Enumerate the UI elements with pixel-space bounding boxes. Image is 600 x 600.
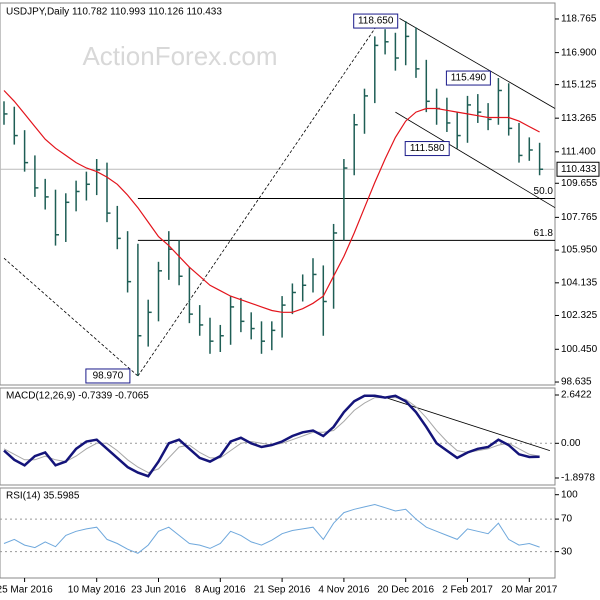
x-tick-label: 10 May 2016 xyxy=(68,585,126,596)
y-tick-label: 115.125 xyxy=(561,79,597,90)
rsi-title: RSI(14) 35.5985 xyxy=(6,491,80,502)
watermark: ActionForex.com xyxy=(82,41,277,71)
x-tick-label: 25 Mar 2016 xyxy=(0,585,53,596)
x-tick-label: 4 Nov 2016 xyxy=(318,585,370,596)
annotation-label: 111.580 xyxy=(410,143,445,154)
indicator-line xyxy=(3,394,540,478)
macd-panel xyxy=(0,387,556,486)
y-tick-label: 107.765 xyxy=(561,212,598,223)
y-tick-label: 102.325 xyxy=(561,310,598,321)
annotation-box xyxy=(353,13,399,29)
y-tick-label: 100 xyxy=(561,489,578,500)
macd-title: MACD(12,26,9) -0.7339 -0.7065 xyxy=(6,391,149,402)
x-tick-label: 21 Sep 2016 xyxy=(254,585,311,596)
trend-line xyxy=(379,395,551,452)
y-tick-label: 30 xyxy=(561,546,573,557)
indicator-line xyxy=(3,503,540,554)
fib-label: 50.0 xyxy=(534,186,554,197)
annotation-box xyxy=(85,368,131,384)
y-tick-label: 2.6422 xyxy=(561,390,592,401)
trend-line xyxy=(3,257,139,377)
price-panel xyxy=(0,2,556,386)
moving-average xyxy=(3,90,540,313)
y-tick-label: -1.8978 xyxy=(561,473,595,484)
indicator-line xyxy=(3,397,540,474)
annotation-box xyxy=(404,141,450,157)
x-tick-label: 2 Feb 2017 xyxy=(442,585,493,596)
y-tick-label: 113.265 xyxy=(561,113,597,124)
y-tick-label: 98.635 xyxy=(561,377,592,388)
y-tick-label: 105.950 xyxy=(561,245,598,256)
rsi-panel xyxy=(0,487,556,579)
last-price-box xyxy=(556,161,600,177)
y-tick-label: 104.135 xyxy=(561,277,598,288)
x-tick-label: 23 Jun 2016 xyxy=(131,585,186,596)
annotation-label: 98.970 xyxy=(93,371,124,382)
x-tick-label: 8 Aug 2016 xyxy=(195,585,246,596)
y-tick-label: 0.00 xyxy=(561,438,581,449)
annotation-label: 115.490 xyxy=(451,73,487,84)
y-tick-label: 70 xyxy=(561,514,573,525)
annotation-label: 118.650 xyxy=(358,16,394,27)
y-tick-label: 109.655 xyxy=(561,178,598,189)
price-title: USDJPY,Daily 110.782 110.993 110.126 110… xyxy=(6,7,222,18)
x-tick-label: 20 Dec 2016 xyxy=(377,585,434,596)
y-tick-label: 116.900 xyxy=(561,47,597,58)
y-tick-label: 111.400 xyxy=(561,146,596,157)
fib-label: 61.8 xyxy=(534,228,554,239)
trend-line xyxy=(399,17,556,109)
y-tick-label: 100.450 xyxy=(561,344,598,355)
trend-line xyxy=(137,20,381,377)
x-tick-label: 20 Mar 2017 xyxy=(501,585,558,596)
y-tick-label: 118.765 xyxy=(561,14,597,25)
trend-line xyxy=(395,111,556,209)
annotation-box xyxy=(445,70,491,86)
last-price-label: 110.433 xyxy=(561,164,597,175)
